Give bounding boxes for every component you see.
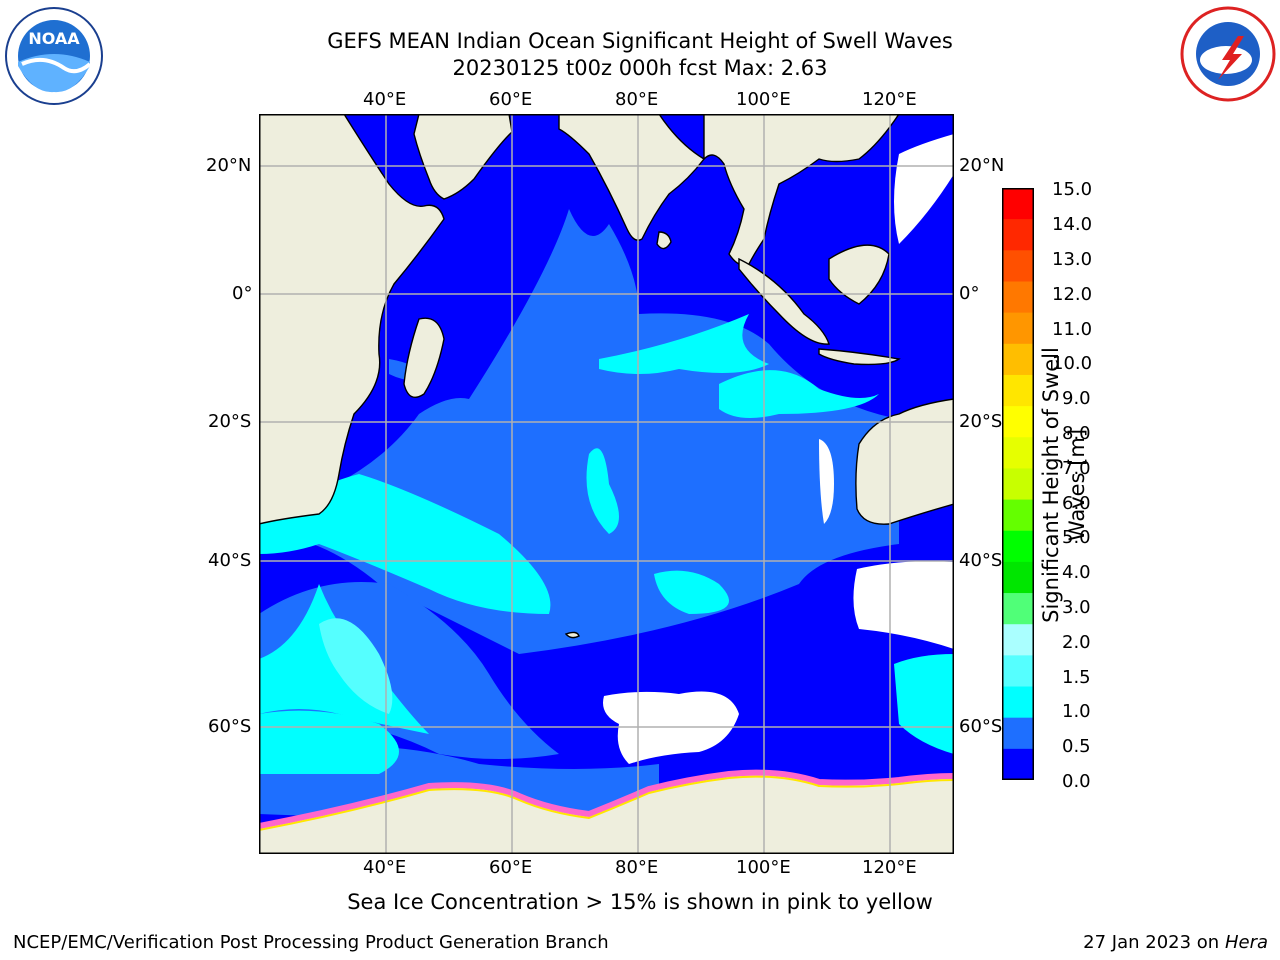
top-lon-label: 100°E (736, 89, 791, 110)
right-lat-label: 20°S (959, 411, 1003, 432)
bottom-lon-label: 60°E (489, 857, 533, 878)
colorbar (1002, 188, 1034, 784)
chart-subtitle: 20230125 t00z 000h fcst Max: 2.63 (452, 56, 828, 80)
colorbar-tick: 2.0 (1062, 632, 1091, 653)
colorbar-swatch (1002, 593, 1034, 625)
colorbar-swatch (1002, 624, 1034, 656)
colorbar-swatches (1002, 188, 1034, 781)
footer-date: 27 Jan 2023 on Hera (1083, 932, 1268, 953)
nws-logo (1178, 6, 1278, 102)
colorbar-tick: 10.0 (1052, 353, 1093, 374)
colorbar-swatch (1002, 437, 1034, 469)
colorbar-tick: 8.0 (1062, 423, 1091, 444)
colorbar-swatch (1002, 561, 1034, 594)
bottom-lon-label: 100°E (736, 857, 791, 878)
colorbar-swatch (1002, 406, 1034, 438)
no-data-areas (603, 134, 954, 764)
colorbar-swatch (1002, 219, 1034, 251)
colorbar-tick: 5.0 (1062, 527, 1091, 548)
colorbar-tick: 1.5 (1062, 667, 1091, 688)
colorbar-swatch (1002, 188, 1034, 220)
colorbar-tick: 9.0 (1062, 388, 1091, 409)
colorbar-tick: 11.0 (1052, 319, 1093, 340)
noaa-logo: NOAA (4, 6, 104, 106)
swell-height-map (259, 114, 954, 854)
right-lat-label: 20°N (959, 155, 1005, 176)
colorbar-tick: 6.0 (1062, 493, 1091, 514)
colorbar-swatch (1002, 250, 1034, 282)
colorbar-tick: 13.0 (1052, 249, 1093, 270)
colorbar-tick: 0.5 (1062, 736, 1091, 757)
right-lat-label: 0° (959, 283, 980, 304)
colorbar-tick: 4.0 (1062, 562, 1091, 583)
graticule (259, 114, 954, 854)
left-lat-label: 20°S (208, 411, 252, 432)
colorbar-swatch (1002, 374, 1034, 407)
top-lon-label: 40°E (363, 89, 407, 110)
colorbar-tick: 3.0 (1062, 597, 1091, 618)
colorbar-swatch (1002, 468, 1034, 501)
top-lon-label: 120°E (862, 89, 917, 110)
left-lat-label: 0° (232, 283, 253, 304)
left-lat-label: 60°S (208, 716, 252, 737)
colorbar-swatch (1002, 717, 1034, 750)
map-frame (259, 114, 954, 854)
colorbar-swatch (1002, 686, 1034, 719)
top-lon-label: 60°E (489, 89, 533, 110)
colorbar-tick: 14.0 (1052, 214, 1093, 235)
map-panel (259, 114, 954, 858)
colorbar-swatch (1002, 655, 1034, 688)
chart-title: GEFS MEAN Indian Ocean Significant Heigh… (327, 29, 953, 53)
colorbar-swatch (1002, 748, 1034, 781)
left-lat-label: 40°S (208, 550, 252, 571)
footer-credit: NCEP/EMC/Verification Post Processing Pr… (13, 932, 609, 953)
sea-ice-caption: Sea Ice Concentration > 15% is shown in … (347, 890, 933, 914)
right-lat-label: 40°S (959, 550, 1003, 571)
colorbar-tick: 15.0 (1052, 179, 1093, 200)
sea-ice (259, 769, 954, 831)
bottom-lon-label: 40°E (363, 857, 407, 878)
colorbar-swatch (1002, 312, 1034, 345)
left-lat-label: 20°N (206, 155, 252, 176)
svg-text:NOAA: NOAA (28, 29, 80, 48)
colorbar-tick: 0.0 (1062, 771, 1091, 792)
colorbar-swatch (1002, 343, 1034, 376)
colorbar-swatch (1002, 530, 1034, 563)
bottom-lon-label: 80°E (615, 857, 659, 878)
right-lat-label: 60°S (959, 716, 1003, 737)
colorbar-tick: 7.0 (1062, 458, 1091, 479)
colorbar-title: Significant Height of Swell Waves [m] (1039, 347, 1089, 623)
colorbar-tick: 1.0 (1062, 701, 1091, 722)
colorbar-tick: 12.0 (1052, 284, 1093, 305)
swell-band-1.5-2.0 (319, 618, 393, 714)
bottom-lon-label: 120°E (862, 857, 917, 878)
colorbar-swatch (1002, 499, 1034, 532)
colorbar-swatch (1002, 281, 1034, 314)
colorbar-frame (1002, 188, 1034, 780)
top-lon-label: 80°E (615, 89, 659, 110)
